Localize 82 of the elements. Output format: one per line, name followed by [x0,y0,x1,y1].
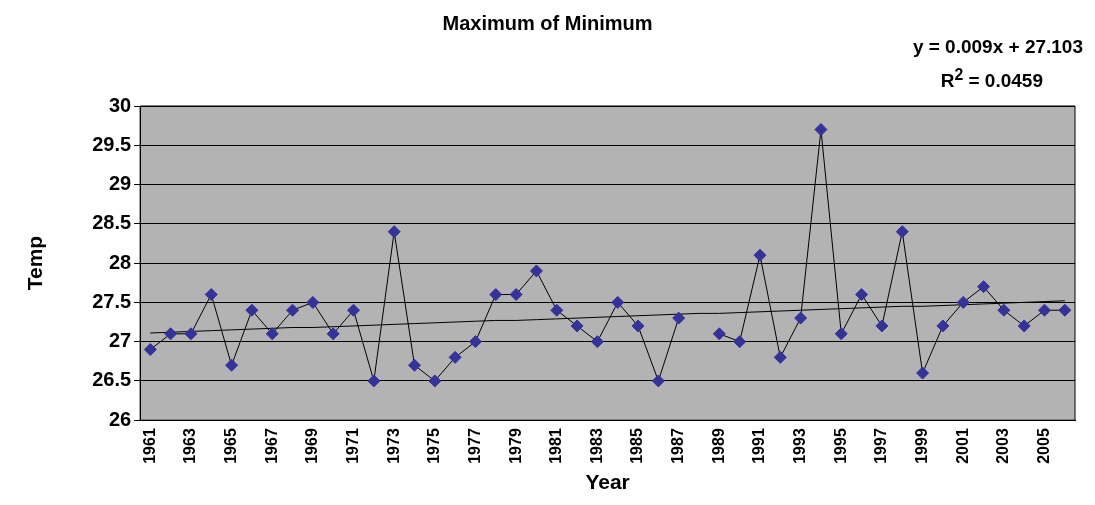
point [225,358,239,372]
point [956,295,970,309]
point [164,327,178,341]
y-tick-label: 28 [108,250,132,273]
point [590,335,604,349]
point [468,335,482,349]
point [143,343,157,357]
y-tick-label: 27.5 [92,289,132,312]
point [773,350,787,364]
y-tick-label: 29.5 [92,132,132,155]
x-tick-label: 1963 [181,428,199,464]
point [651,374,665,388]
point [794,311,808,325]
point [834,327,848,341]
x-tick-label: 1973 [384,428,402,464]
x-tick-label: 2005 [1034,428,1052,464]
point [489,288,503,302]
x-tick-label: 1999 [912,428,930,464]
x-tick-label: 1971 [343,428,361,464]
point [184,327,198,341]
point [570,319,584,333]
point [875,319,889,333]
text: y = 0.009x + 27.103 [912,36,1083,58]
point [916,366,930,380]
point [611,295,625,309]
point [1017,319,1031,333]
y-tick-label: 26.5 [92,368,132,391]
point [204,288,218,302]
x-tick-label: 1965 [221,428,239,464]
point [1058,303,1072,317]
x-tick-label: 1961 [140,428,158,464]
point [448,350,462,364]
y-tick-label: 29 [108,172,132,195]
x-tick-label: 1997 [872,428,890,464]
point [387,225,401,239]
point [631,319,645,333]
point [997,303,1011,317]
x-axis-title: Year [585,470,630,494]
point [1038,303,1052,317]
point [245,303,259,317]
point [753,248,767,262]
y-tick-label: 30 [108,93,132,116]
x-tick-label: 1979 [506,428,524,464]
point [509,288,523,302]
y-tick-label: 26 [108,407,132,430]
point [733,335,747,349]
point [265,327,279,341]
point [550,303,564,317]
x-tick-label: 2001 [953,428,971,464]
x-tick-label: 1967 [262,428,280,464]
point [712,327,726,341]
point [672,311,686,325]
point [814,123,828,137]
point [428,374,442,388]
point [895,225,909,239]
point [529,264,543,278]
point [407,358,421,372]
x-tick-label: 1993 [791,428,809,464]
x-tick-label: 1995 [831,428,849,464]
x-tick-label: 1985 [628,428,646,464]
point [367,374,381,388]
x-tick-label: 1991 [750,428,768,464]
x-tick-label: 1981 [547,428,565,464]
x-tick-label: 1987 [669,428,687,464]
x-tick-label: 1989 [709,428,727,464]
y-tick-label: 27 [108,329,132,352]
x-tick-label: 2003 [994,428,1012,464]
y-axis-title: Temp [23,235,47,291]
point [936,319,950,333]
point [306,295,320,309]
point [347,303,361,317]
y-tick-label: 28.5 [92,211,132,234]
point [286,303,300,317]
point [326,327,340,341]
chart-title: Maximum of Minimum [442,11,653,34]
text: R$^{2}$ = 0.0459 [940,66,1043,93]
point [977,280,991,294]
x-tick-label: 1969 [303,428,321,464]
x-tick-label: 1977 [465,428,483,464]
x-tick-label: 1975 [425,428,443,464]
x-tick-label: 1983 [587,428,605,464]
point [855,288,869,302]
